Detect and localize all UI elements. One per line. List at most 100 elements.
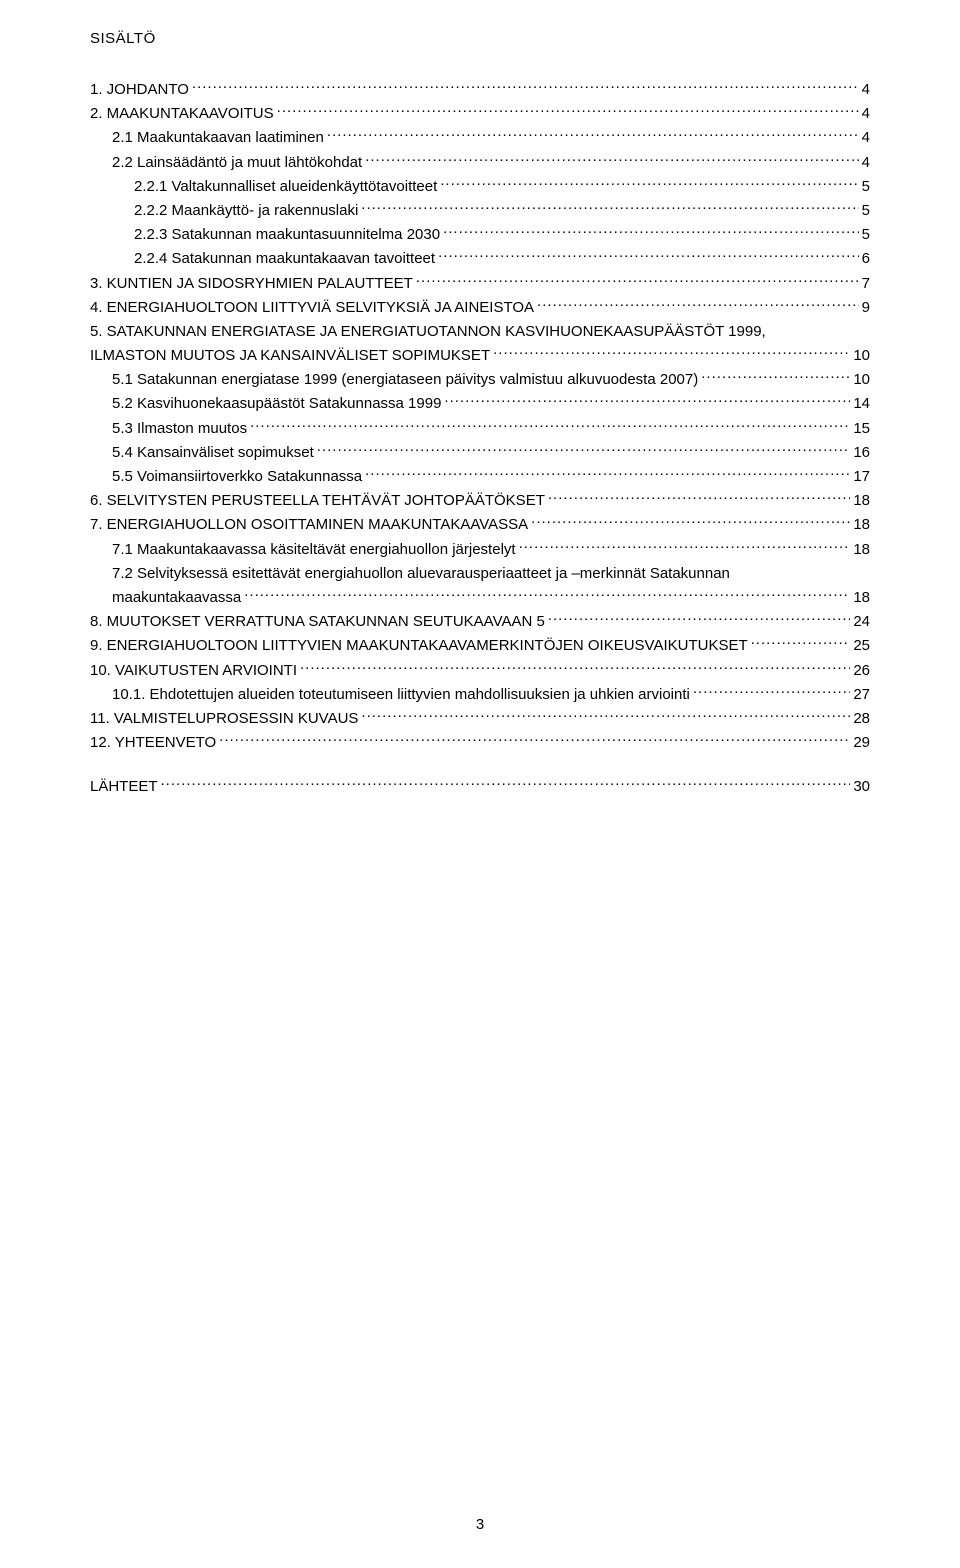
toc-entry: LÄHTEET 30	[90, 776, 870, 797]
toc-label: 5.1 Satakunnan energiatase 1999 (energia…	[112, 369, 698, 390]
dot-leader	[300, 660, 850, 675]
toc-entry: 7. ENERGIAHUOLLON OSOITTAMINEN MAAKUNTAK…	[90, 514, 870, 535]
toc-label: maakuntakaavassa	[112, 587, 241, 608]
toc-entry: 7.1 Maakuntakaavassa käsiteltävät energi…	[90, 539, 870, 560]
toc-entry: 3. KUNTIEN JA SIDOSRYHMIEN PALAUTTEET 7	[90, 273, 870, 294]
toc-entry: 8. MUUTOKSET VERRATTUNA SATAKUNNAN SEUTU…	[90, 611, 870, 632]
dot-leader	[416, 273, 859, 288]
dot-leader	[444, 393, 850, 408]
dot-leader	[531, 514, 850, 529]
toc-entry: 12. YHTEENVETO 29	[90, 732, 870, 753]
toc-entry: 2.2.2 Maankäyttö- ja rakennuslaki5	[90, 200, 870, 221]
toc-label: 10. VAIKUTUSTEN ARVIOINTI	[90, 660, 297, 681]
dot-leader	[192, 79, 859, 94]
toc-label: 7.2 Selvityksessä esitettävät energiahuo…	[112, 563, 730, 584]
toc-label: 5.2 Kasvihuonekaasupäästöt Satakunnassa …	[112, 393, 441, 414]
appendix-list: LÄHTEET 30	[90, 776, 870, 797]
toc-page: 29	[853, 732, 870, 753]
toc-label: 6. SELVITYSTEN PERUSTEELLA TEHTÄVÄT JOHT…	[90, 490, 545, 511]
toc-page: 18	[853, 490, 870, 511]
toc-label: 1. JOHDANTO	[90, 79, 189, 100]
toc-entry: 5.5 Voimansiirtoverkko Satakunnassa17	[90, 466, 870, 487]
toc-label: 7.1 Maakuntakaavassa käsiteltävät energi…	[112, 539, 516, 560]
toc-label: 2.2.4 Satakunnan maakuntakaavan tavoitte…	[134, 248, 435, 269]
toc-page: 18	[853, 587, 870, 608]
toc-label: 2. MAAKUNTAKAAVOITUS	[90, 103, 274, 124]
toc-entry-line1: 5. SATAKUNNAN ENERGIATASE JA ENERGIATUOT…	[90, 321, 870, 342]
toc-label: 2.2.1 Valtakunnalliset alueidenkäyttötav…	[134, 176, 437, 197]
toc-page: 5	[862, 176, 870, 197]
dot-leader	[317, 442, 851, 457]
toc-entry: 1. JOHDANTO 4	[90, 79, 870, 100]
dot-leader	[751, 635, 851, 650]
toc-label: 11. VALMISTELUPROSESSIN KUVAUS	[90, 708, 358, 729]
toc-page: 14	[853, 393, 870, 414]
toc-label: 5. SATAKUNNAN ENERGIATASE JA ENERGIATUOT…	[90, 321, 766, 342]
dot-leader	[438, 248, 859, 263]
toc-page: 6	[862, 248, 870, 269]
toc-label: 4. ENERGIAHUOLTOON LIITTYVIÄ SELVITYKSIÄ…	[90, 297, 534, 318]
dot-leader	[493, 345, 850, 360]
toc-page: 5	[862, 200, 870, 221]
toc-entry-line2: maakuntakaavassa 18	[90, 587, 870, 608]
toc-page: 4	[862, 103, 870, 124]
toc-page: 28	[853, 708, 870, 729]
toc-page: 27	[853, 684, 870, 705]
toc-label: 8. MUUTOKSET VERRATTUNA SATAKUNNAN SEUTU…	[90, 611, 545, 632]
toc-page: 30	[853, 776, 870, 797]
toc-page: 16	[853, 442, 870, 463]
dot-leader	[361, 708, 850, 723]
toc-entry: 10.1. Ehdotettujen alueiden toteutumisee…	[90, 684, 870, 705]
dot-leader	[361, 200, 858, 215]
toc-label: 3. KUNTIEN JA SIDOSRYHMIEN PALAUTTEET	[90, 273, 413, 294]
dot-leader	[537, 297, 859, 312]
dot-leader	[250, 418, 850, 433]
toc-entry: 4. ENERGIAHUOLTOON LIITTYVIÄ SELVITYKSIÄ…	[90, 297, 870, 318]
toc-entry: 5.4 Kansainväliset sopimukset 16	[90, 442, 870, 463]
toc-entry: 2. MAAKUNTAKAAVOITUS 4	[90, 103, 870, 124]
dot-leader	[244, 587, 850, 602]
toc-entry: 2.2 Lainsäädäntö ja muut lähtökohdat 4	[90, 152, 870, 173]
toc-label: 9. ENERGIAHUOLTOON LIITTYVIEN MAAKUNTAKA…	[90, 635, 748, 656]
toc-label: 5.5 Voimansiirtoverkko Satakunnassa	[112, 466, 362, 487]
toc-label: 2.2.3 Satakunnan maakuntasuunnitelma 203…	[134, 224, 440, 245]
toc-entry-line1: 7.2 Selvityksessä esitettävät energiahuo…	[90, 563, 870, 584]
toc-entry: 5.2 Kasvihuonekaasupäästöt Satakunnassa …	[90, 393, 870, 414]
toc-page: 24	[853, 611, 870, 632]
toc-entry: 5.1 Satakunnan energiatase 1999 (energia…	[90, 369, 870, 390]
toc-page: 4	[862, 152, 870, 173]
toc-entry-line2: ILMASTON MUUTOS JA KANSAINVÄLISET SOPIMU…	[90, 345, 870, 366]
toc-entry: 2.2.4 Satakunnan maakuntakaavan tavoitte…	[90, 248, 870, 269]
dot-leader	[161, 776, 851, 791]
dot-leader	[519, 539, 851, 554]
dot-leader	[548, 611, 851, 626]
page-number: 3	[0, 1514, 960, 1535]
section-heading: SISÄLTÖ	[90, 28, 870, 49]
toc-label: 5.4 Kansainväliset sopimukset	[112, 442, 314, 463]
toc-entry: 10. VAIKUTUSTEN ARVIOINTI26	[90, 660, 870, 681]
toc-page: 7	[862, 273, 870, 294]
dot-leader	[277, 103, 859, 118]
dot-leader	[693, 684, 850, 699]
dot-leader	[440, 176, 858, 191]
toc-entry: 2.2.3 Satakunnan maakuntasuunnitelma 203…	[90, 224, 870, 245]
toc-entry: 6. SELVITYSTEN PERUSTEELLA TEHTÄVÄT JOHT…	[90, 490, 870, 511]
toc-page: 18	[853, 514, 870, 535]
toc-label: 2.2 Lainsäädäntö ja muut lähtökohdat	[112, 152, 362, 173]
dot-leader	[219, 732, 850, 747]
toc-label: 12. YHTEENVETO	[90, 732, 216, 753]
toc-entry: 9. ENERGIAHUOLTOON LIITTYVIEN MAAKUNTAKA…	[90, 635, 870, 656]
dot-leader	[365, 466, 850, 481]
toc-page: 4	[862, 127, 870, 148]
toc-page: 25	[853, 635, 870, 656]
dot-leader	[548, 490, 850, 505]
toc-page: 10	[853, 345, 870, 366]
spacer	[90, 756, 870, 776]
toc-page: 15	[853, 418, 870, 439]
toc-page: 5	[862, 224, 870, 245]
toc-page: 4	[862, 79, 870, 100]
toc-label: 5.3 Ilmaston muutos	[112, 418, 247, 439]
toc-entry: 2.1 Maakuntakaavan laatiminen4	[90, 127, 870, 148]
toc-entry: 2.2.1 Valtakunnalliset alueidenkäyttötav…	[90, 176, 870, 197]
toc-label: LÄHTEET	[90, 776, 158, 797]
